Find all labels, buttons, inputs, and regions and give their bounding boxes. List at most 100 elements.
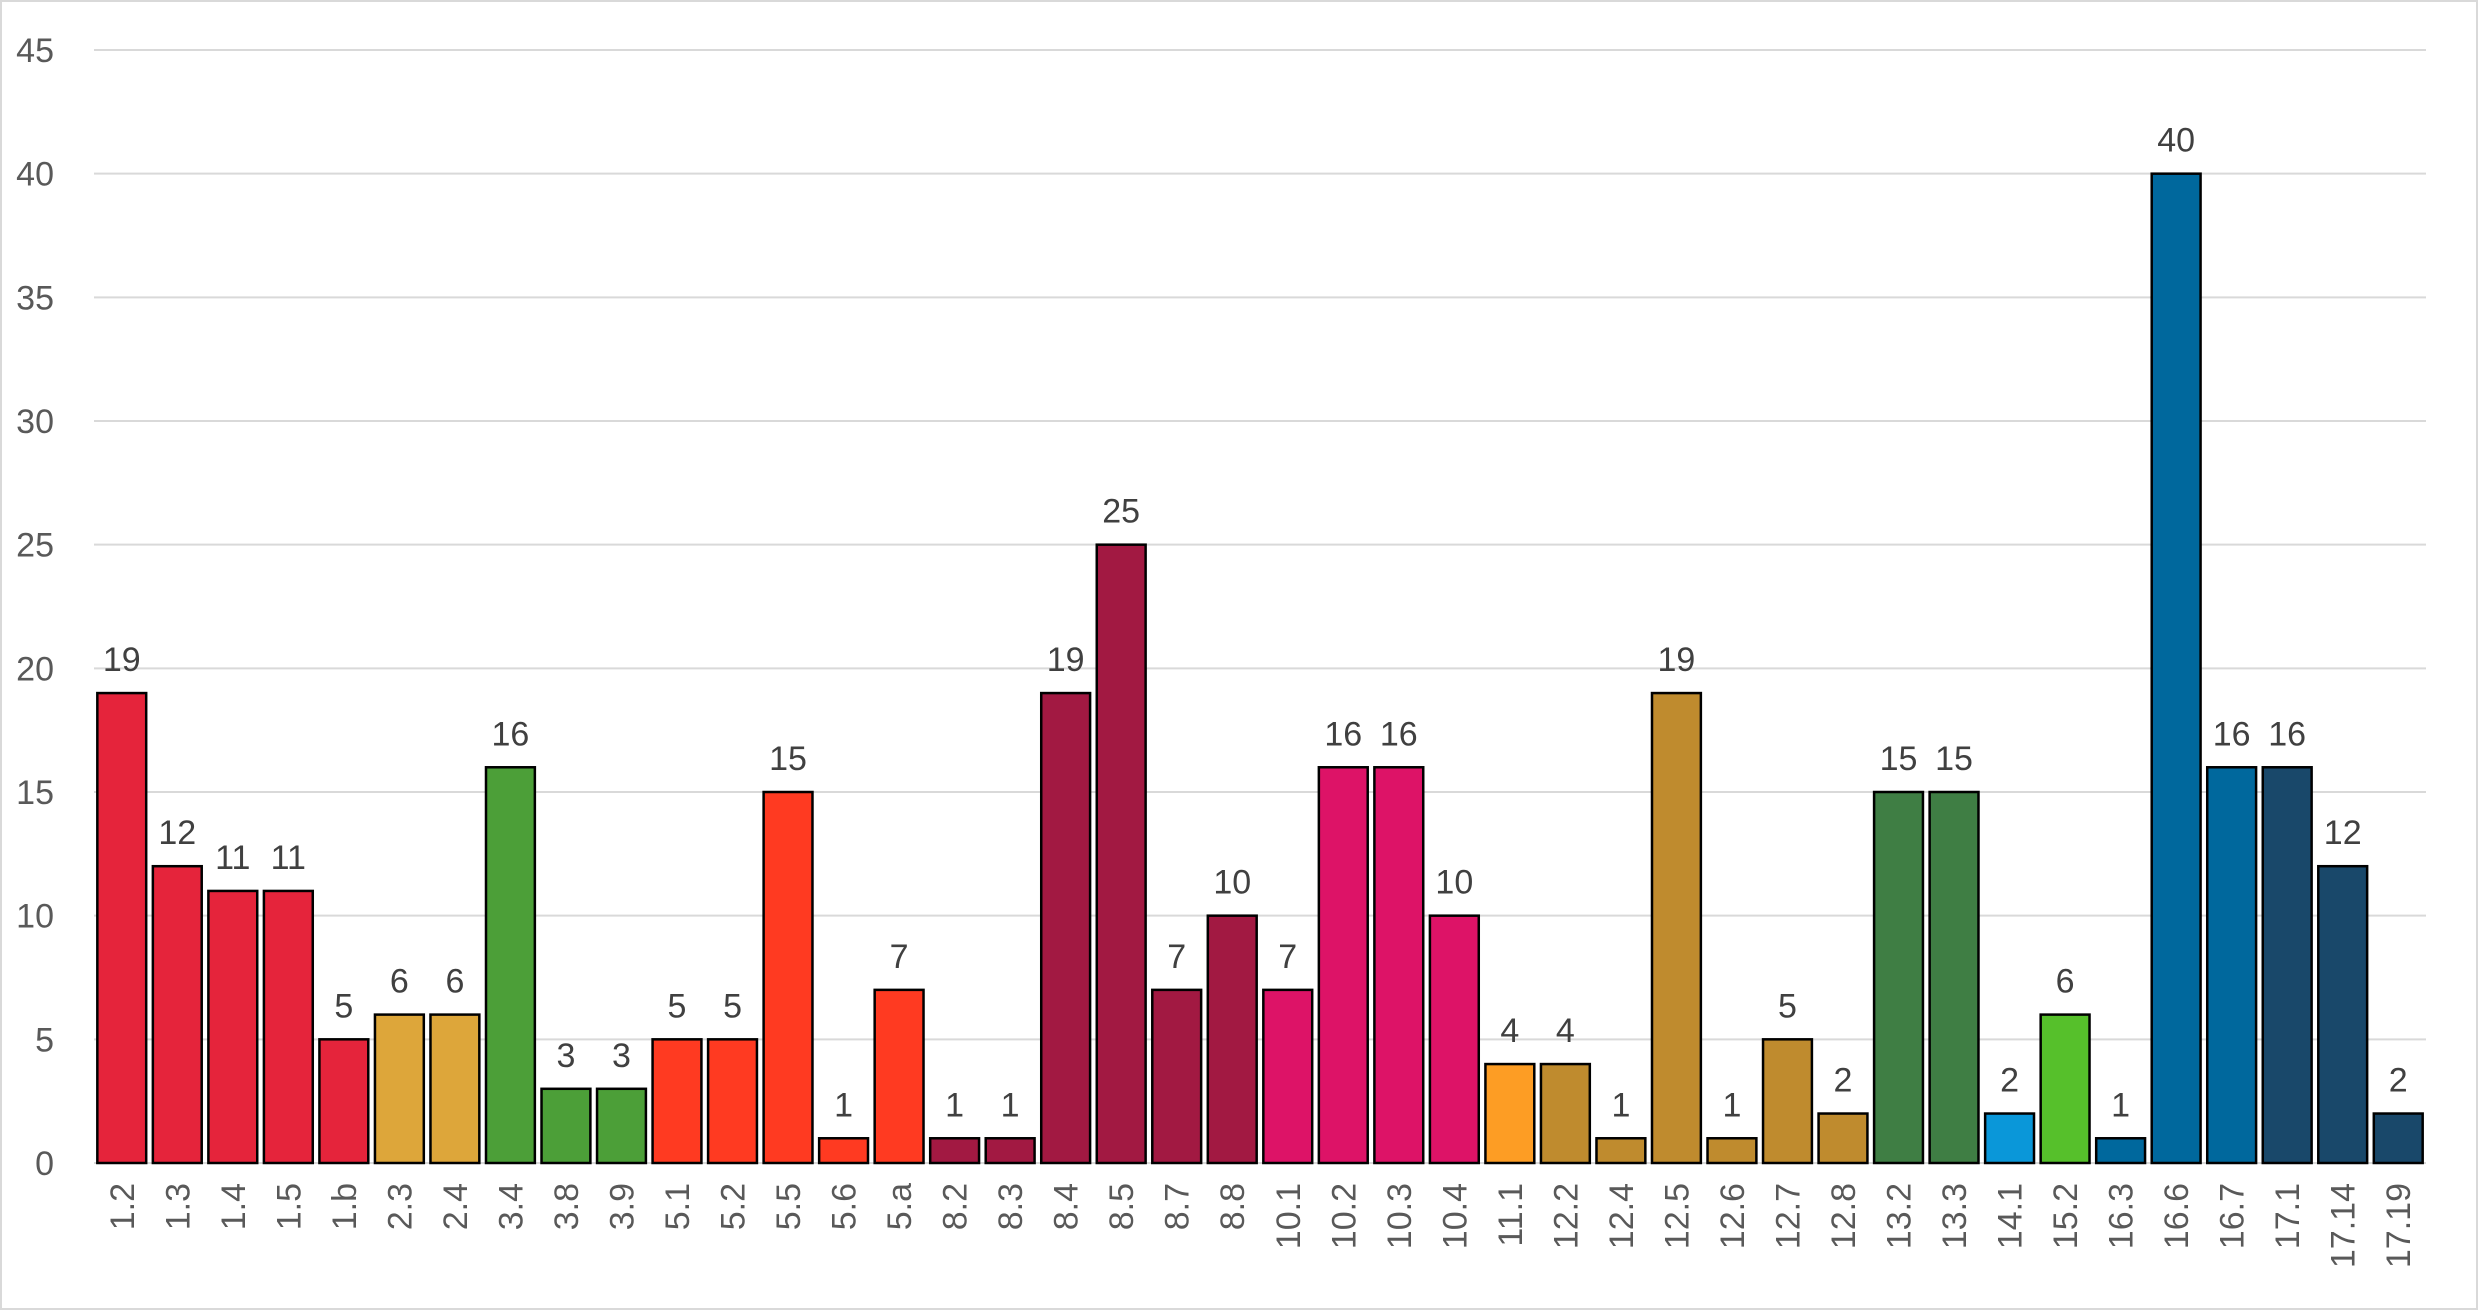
y-tick-label: 0 [35,1145,54,1183]
bar-8.5 [1095,543,1147,1165]
bar-12.8 [1817,1112,1869,1165]
x-tick-label: 15.2 [2047,1183,2085,1249]
bar-2.4 [429,1013,481,1165]
x-tick-label: 12.6 [1714,1183,1752,1249]
data-label: 1 [1001,1086,1020,1124]
data-label: 6 [390,963,409,1001]
bar-1.3 [151,864,203,1165]
x-tick-label: 12.5 [1658,1183,1696,1249]
x-tick-label: 10.2 [1325,1183,1363,1249]
bar-8.2 [928,1137,981,1165]
bar-12.6 [1706,1137,1758,1165]
data-label: 1 [2111,1086,2130,1124]
bar-16.7 [2205,766,2258,1165]
bar-5.1 [651,1038,703,1165]
data-label: 6 [445,963,464,1001]
bar-16.6 [2150,172,2202,1165]
y-tick-label: 15 [16,774,54,812]
data-label: 3 [612,1037,631,1075]
x-tick-label: 5.1 [659,1183,697,1230]
x-tick-label: 11.1 [1492,1183,1530,1247]
bar-17.14 [2317,864,2369,1165]
data-label: 2 [2389,1062,2408,1100]
data-label: 25 [1102,493,1140,531]
y-tick-label: 45 [16,32,54,70]
data-label: 10 [1435,864,1473,902]
x-tick-label: 5.a [881,1183,919,1230]
y-tick-label: 40 [16,156,54,194]
bar-3.9 [595,1087,648,1165]
x-tick-label: 10.1 [1270,1183,1308,1249]
x-tick-label: 10.4 [1436,1183,1474,1249]
data-label: 12 [2324,814,2362,852]
y-tick-label: 30 [16,403,54,441]
bar-8.7 [1151,988,1203,1165]
bar-8.4 [1039,691,1092,1165]
data-label: 12 [158,814,196,852]
bar-2.3 [373,1013,426,1165]
x-tick-label: 1.2 [104,1183,142,1230]
data-label: 19 [1658,641,1696,679]
data-label: 19 [1047,641,1085,679]
data-label: 6 [2056,963,2075,1001]
data-label: 5 [723,987,742,1025]
bar-5.5 [762,790,814,1165]
data-label: 7 [1278,938,1297,976]
bar-17.1 [2261,766,2313,1165]
bar-13.3 [1928,790,1980,1165]
x-tick-label: 14.1 [1992,1183,2030,1249]
data-label: 3 [556,1037,575,1075]
data-label: 4 [1500,1012,1519,1050]
x-tick-label: 5.2 [715,1183,753,1230]
data-label: 11 [215,839,250,877]
bar-10.2 [1317,766,1369,1165]
bar-17.19 [2372,1112,2424,1165]
x-tick-label: 5.6 [826,1183,864,1230]
data-label: 5 [1778,987,1797,1025]
bar-11.1 [1484,1062,1536,1165]
x-tick-label: 16.6 [2158,1183,2196,1249]
x-tick-label: 17.1 [2269,1183,2307,1249]
bar-12.2 [1539,1062,1592,1165]
bar-14.1 [1983,1112,2036,1165]
data-label: 15 [1935,740,1973,778]
data-label: 16 [1324,715,1362,753]
y-tick-label: 5 [35,1021,54,1059]
bar-8.8 [1206,914,1258,1165]
data-label: 19 [103,641,141,679]
y-tick-label: 20 [16,650,54,688]
y-axis-tick-labels: 0 5 10 15 20 25 30 35 40 45 [16,32,54,1183]
x-tick-label: 1.b [326,1183,364,1230]
bar-10.3 [1373,766,1425,1165]
data-label: 15 [769,740,807,778]
x-tick-label: 8.7 [1159,1183,1197,1230]
bar-16.3 [2094,1137,2147,1165]
data-label: 4 [1556,1012,1575,1050]
data-label: 7 [1167,938,1186,976]
x-tick-label: 1.5 [270,1183,308,1230]
bar-8.3 [984,1137,1036,1165]
x-tick-label: 17.19 [2380,1183,2418,1268]
bar-12.7 [1761,1038,1814,1165]
x-tick-label: 13.2 [1881,1183,1919,1249]
x-tick-label: 12.8 [1825,1183,1863,1249]
x-tick-label: 1.3 [159,1183,197,1230]
data-label: 1 [1611,1086,1630,1124]
x-tick-label: 3.4 [492,1183,530,1230]
x-tick-label: 8.3 [992,1183,1030,1230]
bar-3.4 [484,766,537,1165]
bar-1.5 [262,889,315,1165]
data-label: 2 [1834,1062,1853,1100]
bars [96,172,2424,1165]
x-tick-label: 8.5 [1103,1183,1141,1230]
bar-1.4 [207,889,259,1165]
gridlines [94,49,2426,1164]
x-axis-tick-labels: 1.2 1.3 1.4 1.5 1.b 2.3 2.4 3.4 3.8 3.9 5.1 5.2 5.5 5… [104,1183,2418,1268]
x-tick-label: 12.2 [1547,1183,1585,1249]
bar-12.5 [1650,691,1703,1165]
y-tick-label: 35 [16,279,54,317]
x-tick-label: 2.3 [381,1183,419,1230]
data-label: 15 [1880,740,1918,778]
